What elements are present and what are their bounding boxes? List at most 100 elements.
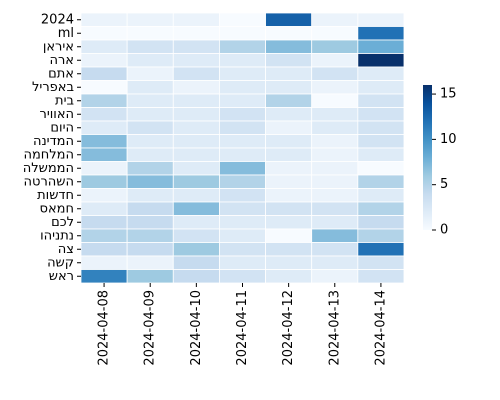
heatmap-cell (357, 174, 405, 189)
heatmap-cell (126, 120, 174, 135)
heatmap-cell (357, 26, 405, 41)
colorbar-tick-label: 0 (440, 223, 448, 238)
heatmap-cell (219, 228, 266, 243)
heatmap-cell (126, 93, 174, 108)
heatmap-cell (311, 215, 359, 230)
heatmap-cell (265, 26, 313, 41)
heatmap-cell (126, 228, 174, 243)
y-tick-label: לכם (51, 215, 74, 230)
heatmap-cell (80, 255, 128, 270)
heatmap-cell (172, 66, 220, 81)
heatmap-cell (265, 134, 313, 149)
colorbar-gradient (423, 85, 432, 230)
x-tick-label: 2024-04-08 (97, 290, 112, 366)
heatmap-cell (80, 215, 128, 230)
heatmap-cell (172, 93, 220, 108)
heatmap-cell (265, 107, 313, 122)
heatmap-cell (265, 269, 313, 284)
heatmap-cell (311, 39, 359, 54)
y-tick-label: ml (58, 26, 74, 41)
heatmap-cell (265, 53, 313, 68)
heatmap-cell (126, 215, 174, 230)
heatmap-cell (311, 242, 359, 257)
heatmap-cell (357, 255, 405, 270)
heatmap-cell (172, 39, 220, 54)
y-axis-labels: 2024mlאיראןארהאתםבאפרילביתהאווירהיוםהמדי… (23, 12, 81, 284)
heatmap-cell (219, 12, 266, 27)
heatmap-cell (172, 53, 220, 68)
heatmap-cell (311, 134, 359, 149)
y-tick-label: היום (50, 120, 74, 135)
heatmap-cell (265, 93, 313, 108)
heatmap-cell (357, 93, 405, 108)
heatmap-cell (80, 147, 128, 162)
heatmap-cell (80, 174, 128, 189)
heatmap-cell (80, 188, 128, 203)
heatmap-cell (126, 147, 174, 162)
heatmap-cell (357, 228, 405, 243)
x-tick-label: 2024-04-09 (143, 290, 158, 366)
heatmap-cell (311, 188, 359, 203)
heatmap-cell (126, 201, 174, 216)
heatmap-cell (265, 161, 313, 176)
heatmap-cell (219, 255, 266, 270)
heatmap-cell (265, 39, 313, 54)
colorbar: 0 5 10 15 (423, 85, 457, 238)
heatmap-cell (265, 242, 313, 257)
heatmap-cells (80, 12, 405, 284)
heatmap-cell (172, 80, 220, 95)
y-tick-label: הממשלה (23, 161, 74, 176)
heatmap-cell (80, 39, 128, 54)
heatmap-cell (357, 39, 405, 54)
heatmap-cell (172, 26, 220, 41)
heatmap-cell (357, 53, 405, 68)
heatmap-cell (357, 269, 405, 284)
heatmap-cell (311, 26, 359, 41)
x-axis-labels: 2024-04-08 2024-04-09 2024-04-10 2024-04-11… (97, 283, 388, 366)
heatmap-cell (357, 147, 405, 162)
y-tick-label: השהרטה (24, 174, 74, 189)
heatmap-cell (219, 53, 266, 68)
heatmap-cell (172, 242, 220, 257)
y-tick-label: ראש (49, 269, 74, 284)
heatmap-cell (80, 80, 128, 95)
heatmap-cell (126, 39, 174, 54)
heatmap-cell (80, 134, 128, 149)
heatmap-cell (311, 53, 359, 68)
heatmap-cell (311, 255, 359, 270)
heatmap-cell (172, 120, 220, 135)
heatmap-cell (172, 161, 220, 176)
heatmap-cell (357, 161, 405, 176)
heatmap-cell (80, 107, 128, 122)
heatmap-cell (80, 93, 128, 108)
heatmap-cell (311, 228, 359, 243)
heatmap-cell (80, 269, 128, 284)
heatmap-cell (219, 147, 266, 162)
heatmap-cell (126, 174, 174, 189)
heatmap-cell (172, 174, 220, 189)
heatmap-cell (311, 201, 359, 216)
y-tick-label: חדשות (37, 188, 74, 203)
y-tick-label: המלחמה (23, 147, 74, 162)
heatmap-cell (265, 188, 313, 203)
heatmap-cell (311, 269, 359, 284)
heatmap-cell (357, 242, 405, 257)
heatmap-cell (80, 53, 128, 68)
y-tick-label: ארה (49, 53, 74, 68)
heatmap-cell (172, 215, 220, 230)
heatmap-cell (357, 215, 405, 230)
heatmap-cell (311, 147, 359, 162)
heatmap-cell (265, 174, 313, 189)
heatmap-cell (357, 80, 405, 95)
heatmap-cell (80, 201, 128, 216)
heatmap-cell (265, 120, 313, 135)
heatmap-cell (126, 255, 174, 270)
y-tick-label: חמאס (40, 201, 74, 216)
y-tick-label: המדינה (33, 134, 74, 149)
heatmap-cell (265, 228, 313, 243)
heatmap-cell (219, 174, 266, 189)
heatmap-cell (265, 215, 313, 230)
heatmap-cell (80, 66, 128, 81)
heatmap-cell (126, 107, 174, 122)
